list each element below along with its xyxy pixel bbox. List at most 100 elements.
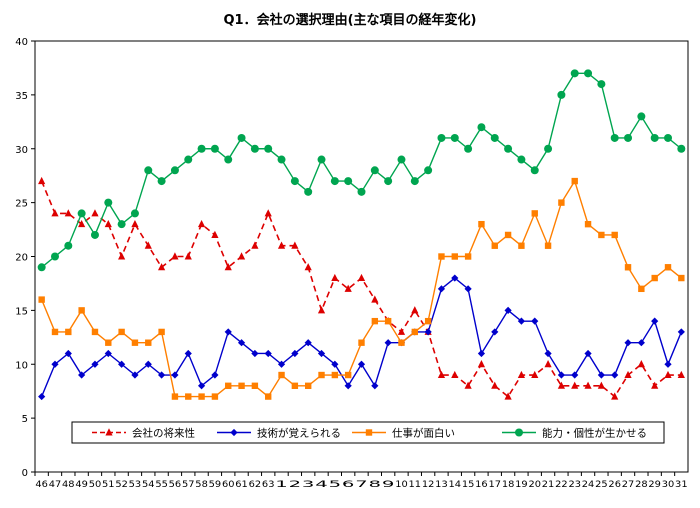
data-point-circle <box>130 209 139 218</box>
data-point-square <box>291 382 299 389</box>
data-point-diamond <box>251 349 259 358</box>
data-point-diamond <box>611 371 619 379</box>
data-point-square <box>185 393 192 400</box>
x-tick-label: 10 <box>395 480 408 490</box>
data-point-square <box>678 274 685 282</box>
x-tick-label: 59 <box>209 480 222 490</box>
data-point-diamond <box>91 360 99 368</box>
data-point-triangle <box>557 381 565 389</box>
x-tick-label: 2 <box>289 480 302 490</box>
data-point-diamond <box>504 306 512 314</box>
data-point-circle <box>557 90 566 99</box>
data-point-diamond <box>651 317 659 325</box>
data-point-diamond <box>64 349 72 358</box>
x-tick-label: 22 <box>555 480 568 490</box>
data-point-triangle <box>637 360 645 368</box>
x-tick-label: 52 <box>115 480 128 490</box>
data-point-circle <box>77 209 86 218</box>
data-point-circle <box>197 144 206 153</box>
data-point-triangle <box>491 381 499 389</box>
data-point-square <box>611 231 618 239</box>
data-point-circle <box>637 112 646 121</box>
data-point-circle <box>117 220 126 229</box>
data-point-diamond <box>171 371 179 379</box>
plot-area <box>34 40 689 473</box>
data-point-circle <box>624 133 633 142</box>
data-point-circle <box>584 69 593 78</box>
data-point-diamond <box>464 285 472 293</box>
x-tick-label: 14 <box>449 480 462 490</box>
x-tick-label: 48 <box>62 480 75 490</box>
data-point-triangle <box>437 370 446 379</box>
data-point-square <box>198 393 205 400</box>
data-point-circle <box>344 177 353 186</box>
data-point-diamond <box>237 339 246 347</box>
data-point-circle <box>237 133 246 142</box>
x-tick-label: 55 <box>155 480 168 490</box>
data-point-square <box>558 199 565 206</box>
data-point-square <box>145 339 152 346</box>
data-point-square <box>131 339 139 346</box>
x-tick-label: 31 <box>675 480 688 490</box>
data-point-triangle <box>571 381 579 389</box>
x-tick-label: 11 <box>409 480 422 490</box>
x-tick-label: 6 <box>342 480 355 490</box>
data-point-triangle <box>331 273 339 282</box>
data-point-triangle <box>517 370 526 379</box>
data-point-square <box>278 371 285 379</box>
data-point-triangle <box>264 209 272 217</box>
data-point-circle <box>210 144 219 153</box>
x-tick-label: 60 <box>222 480 235 490</box>
x-tick-label: 53 <box>129 480 142 490</box>
data-point-triangle <box>78 219 86 228</box>
data-point-diamond <box>230 428 238 437</box>
data-point-square <box>365 429 373 436</box>
data-point-diamond <box>664 360 672 368</box>
data-point-circle <box>450 133 459 142</box>
x-tick-label: 7 <box>355 480 368 490</box>
data-point-triangle <box>38 176 46 185</box>
chart-title: Q1．会社の選択理由(主な項目の経年変化) <box>224 12 477 28</box>
data-point-diamond <box>184 349 192 358</box>
x-tick-label: 25 <box>595 480 608 490</box>
data-point-circle <box>264 144 273 153</box>
data-point-circle <box>90 230 99 239</box>
data-point-triangle <box>397 327 406 335</box>
series-lines <box>37 69 686 401</box>
x-tick-label: 21 <box>542 480 555 490</box>
data-point-circle <box>437 133 446 142</box>
data-point-triangle <box>411 306 419 314</box>
data-point-square <box>504 231 512 239</box>
data-point-square <box>464 253 472 260</box>
data-point-square <box>105 339 112 346</box>
data-point-square <box>158 328 165 336</box>
data-point-square <box>531 210 538 217</box>
y-tick-label: 40 <box>15 37 28 48</box>
data-point-triangle <box>651 381 659 389</box>
data-point-square <box>411 328 419 336</box>
data-point-triangle <box>171 252 179 260</box>
x-tick-label: 26 <box>608 480 621 490</box>
x-tick-label: 50 <box>89 480 102 490</box>
data-point-triangle <box>224 263 232 271</box>
data-point-circle <box>317 155 326 164</box>
series-group <box>37 69 686 272</box>
legend-label: 会社の将来性 <box>132 427 195 440</box>
data-point-triangle <box>105 428 113 436</box>
y-tick-label: 10 <box>15 360 28 371</box>
x-tick-label: 20 <box>528 480 541 490</box>
data-point-square <box>225 382 232 389</box>
data-point-diamond <box>637 339 645 347</box>
x-tick-label: 56 <box>169 480 182 490</box>
x-tick-label: 12 <box>422 480 435 490</box>
data-point-square <box>451 253 458 260</box>
legend-label: 技術が覚えられる <box>257 427 341 440</box>
data-point-circle <box>424 166 433 175</box>
series-group <box>38 274 685 401</box>
data-point-circle <box>304 187 313 196</box>
data-point-circle <box>544 144 553 153</box>
data-point-triangle <box>197 219 206 228</box>
x-tick-label: 58 <box>195 480 208 490</box>
data-point-circle <box>517 155 526 164</box>
